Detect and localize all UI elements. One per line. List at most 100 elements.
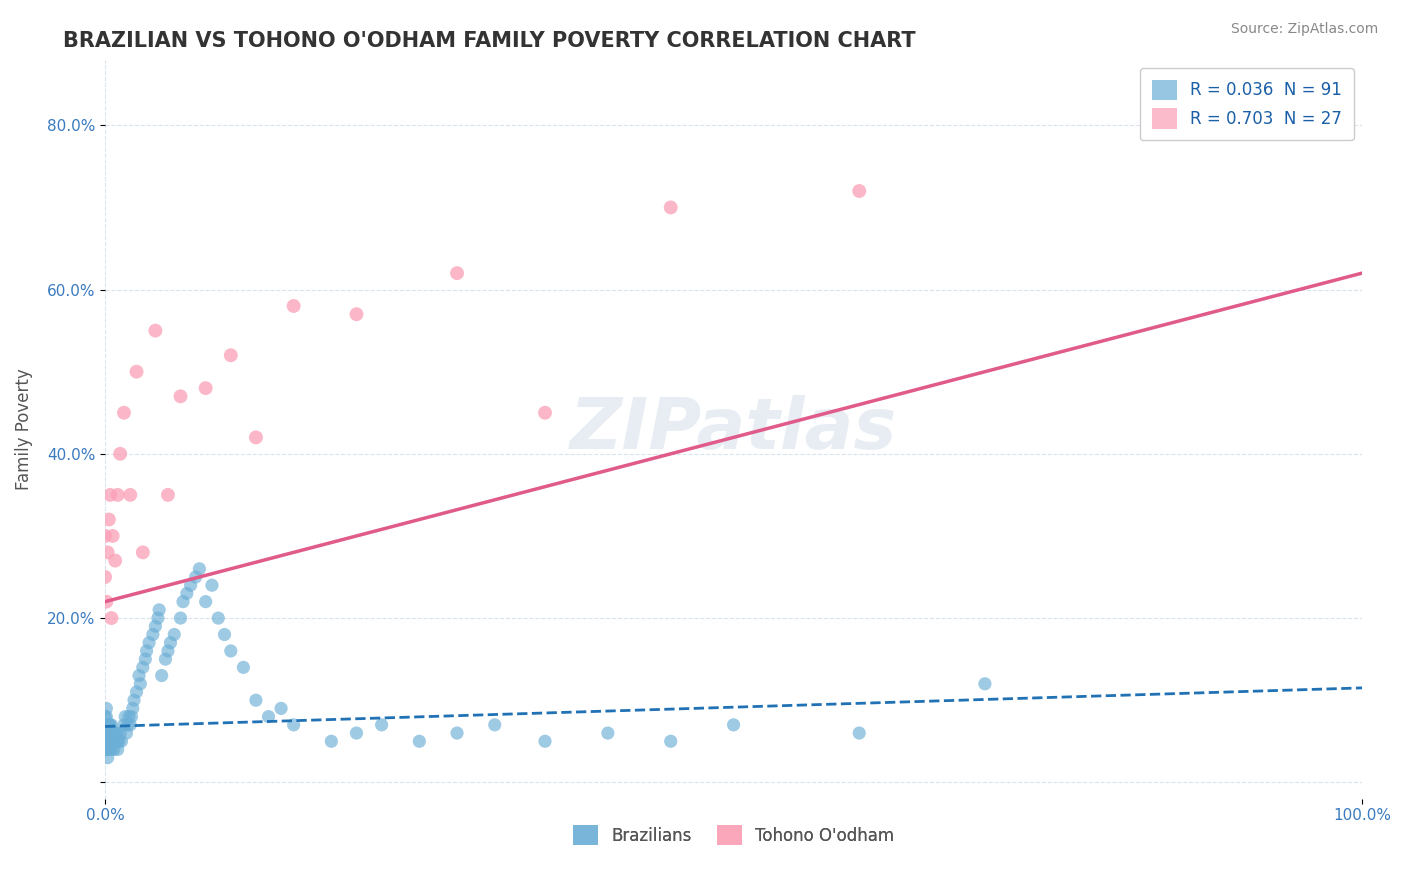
Point: [408, 734, 430, 748]
Point: [150, 668, 173, 682]
Point: [446, 266, 468, 280]
Point: [96, 594, 118, 608]
Point: [184, 570, 207, 584]
Point: [321, 734, 343, 748]
Point: [135, 644, 157, 658]
Point: [370, 718, 392, 732]
Point: [115, 726, 138, 740]
Point: [446, 726, 468, 740]
Point: [104, 726, 127, 740]
Point: [723, 718, 745, 732]
Point: [257, 709, 280, 723]
Point: [120, 718, 142, 732]
Point: [245, 430, 267, 444]
Point: [97, 750, 120, 764]
Point: [176, 586, 198, 600]
Point: [132, 545, 155, 559]
Point: [142, 627, 165, 641]
Point: [659, 201, 682, 215]
Point: [94, 529, 117, 543]
Point: [125, 365, 148, 379]
Point: [134, 652, 156, 666]
Point: [346, 307, 368, 321]
Point: [219, 644, 242, 658]
Point: [100, 742, 122, 756]
Point: [108, 726, 131, 740]
Point: [107, 734, 129, 748]
Point: [112, 718, 135, 732]
Point: [94, 570, 117, 584]
Point: [100, 726, 122, 740]
Point: [659, 734, 682, 748]
Point: [596, 726, 619, 740]
Point: [122, 693, 145, 707]
Point: [848, 726, 870, 740]
Point: [96, 742, 118, 756]
Point: [110, 734, 132, 748]
Point: [188, 562, 211, 576]
Point: [283, 299, 305, 313]
Point: [121, 701, 143, 715]
Point: [201, 578, 224, 592]
Point: [121, 709, 143, 723]
Point: [100, 718, 122, 732]
Point: [120, 488, 142, 502]
Point: [100, 734, 122, 748]
Point: [169, 389, 191, 403]
Point: [156, 488, 179, 502]
Point: [180, 578, 202, 592]
Point: [346, 726, 368, 740]
Point: [155, 652, 177, 666]
Point: [270, 701, 292, 715]
Point: [103, 742, 125, 756]
Point: [97, 545, 120, 559]
Point: [104, 553, 127, 567]
Text: BRAZILIAN VS TOHONO O'ODHAM FAMILY POVERTY CORRELATION CHART: BRAZILIAN VS TOHONO O'ODHAM FAMILY POVER…: [63, 31, 915, 51]
Point: [156, 644, 179, 658]
Point: [97, 742, 120, 756]
Point: [104, 734, 127, 748]
Point: [159, 636, 181, 650]
Point: [94, 709, 117, 723]
Point: [96, 709, 118, 723]
Point: [96, 726, 118, 740]
Point: [97, 734, 120, 748]
Legend: Brazilians, Tohono O'odham: Brazilians, Tohono O'odham: [561, 814, 905, 857]
Point: [148, 603, 170, 617]
Point: [98, 718, 121, 732]
Point: [96, 701, 118, 715]
Point: [101, 734, 124, 748]
Point: [118, 709, 141, 723]
Point: [169, 611, 191, 625]
Point: [129, 677, 152, 691]
Point: [101, 726, 124, 740]
Point: [94, 718, 117, 732]
Point: [232, 660, 254, 674]
Point: [98, 488, 121, 502]
Point: [107, 488, 129, 502]
Point: [207, 611, 229, 625]
Point: [97, 726, 120, 740]
Point: [145, 324, 167, 338]
Point: [534, 406, 557, 420]
Point: [125, 685, 148, 699]
Point: [534, 734, 557, 748]
Point: [194, 381, 217, 395]
Point: [108, 734, 131, 748]
Point: [117, 718, 139, 732]
Point: [94, 726, 117, 740]
Point: [97, 726, 120, 740]
Point: [132, 660, 155, 674]
Point: [214, 627, 236, 641]
Point: [101, 529, 124, 543]
Point: [112, 406, 135, 420]
Point: [96, 734, 118, 748]
Point: [96, 718, 118, 732]
Point: [219, 348, 242, 362]
Y-axis label: Family Poverty: Family Poverty: [15, 368, 32, 490]
Text: Source: ZipAtlas.com: Source: ZipAtlas.com: [1230, 22, 1378, 37]
Point: [105, 726, 128, 740]
Point: [97, 512, 120, 526]
Point: [108, 447, 131, 461]
Point: [138, 636, 160, 650]
